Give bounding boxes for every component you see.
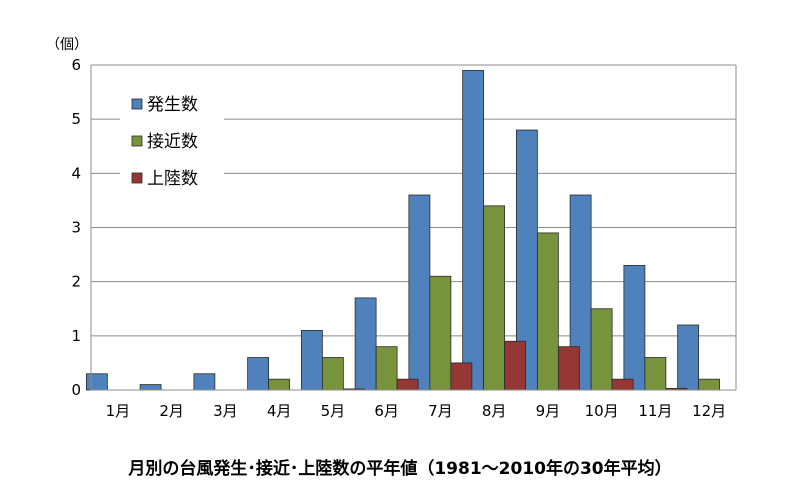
x-tick-label: 2月 [159,402,184,420]
bar [396,378,419,391]
x-tick-label: 10月 [585,402,619,420]
legend-swatch [131,135,143,147]
legend-label: 接近数 [147,132,198,152]
bar [85,373,108,391]
x-tick-label: 8月 [482,402,507,420]
bar [139,384,162,391]
bar [268,378,291,391]
bar [321,357,344,391]
x-tick-label: 6月 [374,402,399,420]
y-unit-label: （個） [46,37,88,53]
bar [375,346,398,391]
bar [611,378,634,391]
legend-swatch [131,98,143,110]
bar [623,265,646,391]
y-tick-label: 2 [71,273,81,291]
bar [644,357,667,391]
legend-swatch [131,172,143,184]
x-tick-label: 5月 [321,402,346,420]
y-tick-label: 0 [71,381,81,399]
chart-title: 月別の台風発生･接近･上陸数の平年値（1981～2010年の30年平均） [128,459,672,479]
legend-label: 発生数 [147,95,198,115]
bar [504,340,527,391]
bar [247,357,270,391]
bar [536,232,559,391]
bar [698,378,721,391]
y-tick-label: 1 [71,327,81,345]
y-tick-label: 6 [71,56,81,74]
x-tick-labels: 1月 2月 3月 4月 5月 6月 7月 8月 9月 10月 11月 12月 [106,402,727,420]
bar [300,330,323,391]
bars [85,70,721,391]
x-tick-label: 1月 [106,402,131,420]
x-tick-label: 7月 [428,402,453,420]
x-tick-label: 3月 [213,402,238,420]
bar [354,297,377,391]
legend-label: 上陸数 [147,169,198,189]
y-tick-label: 5 [71,110,81,128]
x-tick-label: 9月 [536,402,561,420]
bar [483,205,506,391]
bar [429,275,452,391]
bar [450,362,473,391]
y-tick-label: 3 [71,219,81,237]
x-tick-label: 4月 [267,402,292,420]
axes [90,65,737,391]
bar [590,308,613,391]
y-tick-labels: 0 1 2 3 4 5 6 [71,56,81,399]
bar [557,346,580,391]
bar [462,70,485,391]
x-tick-label: 12月 [692,402,726,420]
bar [408,194,431,391]
bar [193,373,216,391]
y-tick-label: 4 [71,164,81,182]
bar [677,324,700,391]
x-tick-label: 11月 [638,402,672,420]
